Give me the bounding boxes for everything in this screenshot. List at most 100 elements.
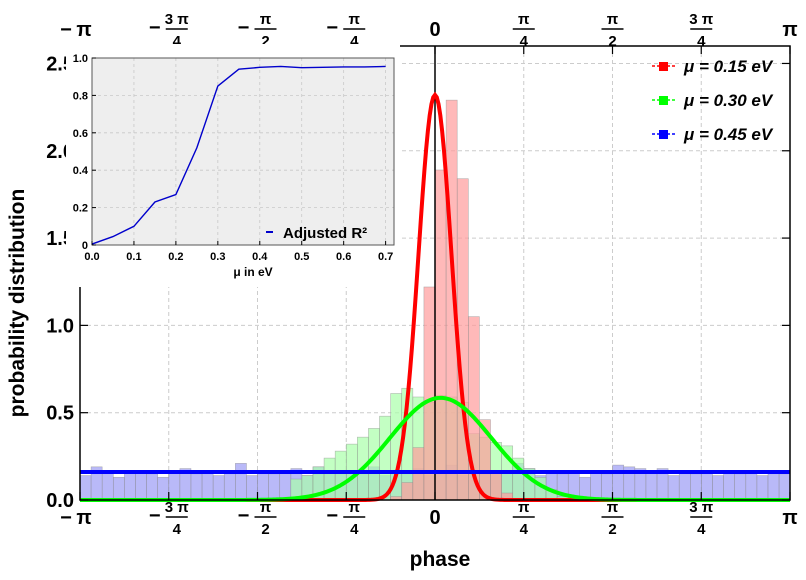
inset-x-tick-label: 0.2	[168, 251, 183, 263]
inset-x-tick-label: 0.7	[378, 251, 393, 263]
bottom-x-tick-label: π	[782, 507, 797, 529]
top-x-tick-label: − π 2	[238, 11, 277, 50]
main-legend: μ = 0.15 eV μ = 0.30 eV μ = 0.45 eV	[652, 57, 774, 144]
inset-x-tick-label: 0.4	[252, 251, 268, 263]
histogram-bar	[701, 470, 713, 501]
tick-sign: −	[60, 507, 72, 529]
histogram-bar	[423, 286, 436, 501]
tick-sign: −	[60, 19, 72, 41]
y-tick-label: 0.0	[46, 490, 74, 512]
histogram-bar	[712, 475, 724, 501]
tick-denominator: 2	[261, 33, 269, 50]
histogram-bar	[745, 470, 758, 501]
tick-denominator: 4	[520, 521, 529, 538]
x-axis-title: phase	[410, 548, 471, 571]
tick-numerator: π	[349, 499, 361, 516]
legend-label: μ = 0.15 eV	[683, 57, 774, 76]
tick-numerator: π	[518, 11, 530, 28]
histogram-bar	[101, 471, 114, 501]
bottom-x-tick-label: −3 π 4	[149, 499, 189, 538]
histogram-bar	[268, 473, 281, 501]
legend-swatch-marker	[659, 130, 668, 139]
tick-denominator: 4	[697, 521, 706, 538]
inset-y-tick-label: 0.6	[73, 128, 88, 140]
tick-sign: −	[149, 505, 161, 527]
legend-swatch-marker	[659, 62, 668, 71]
tick-sign: −	[326, 17, 338, 39]
top-x-tick-label: − π 4	[326, 11, 366, 50]
histogram-bar	[246, 475, 258, 501]
top-x-tick-label: − π	[60, 19, 92, 41]
y-tick-label: 0.5	[46, 403, 74, 425]
histogram-bar	[146, 473, 158, 501]
inset-frame	[91, 57, 395, 246]
tick-denominator: 2	[608, 521, 616, 538]
tick-numerator: 3 π	[689, 11, 714, 28]
histogram-bar	[235, 463, 247, 501]
histogram-bar	[124, 470, 136, 501]
histogram-bar	[690, 473, 702, 501]
tick-sign: −	[149, 17, 161, 39]
inset-x-tick-label: 0.0	[84, 251, 99, 263]
tick-numerator: π	[260, 11, 272, 28]
histogram-bar	[257, 470, 269, 501]
top-x-tick-label: 3 π4	[689, 11, 714, 50]
histogram-bar	[401, 482, 414, 501]
tick-numerator: π	[349, 11, 361, 28]
bottom-x-tick-label: − π 4	[326, 499, 366, 538]
histogram-bar	[434, 169, 447, 501]
inset-x-tick-label: 0.3	[210, 251, 225, 263]
histogram-bar	[645, 471, 658, 501]
tick-denominator: 2	[261, 521, 269, 538]
bottom-x-tick-label: 3 π4	[689, 499, 714, 538]
histogram-bar	[667, 475, 680, 501]
tick-denominator: 4	[173, 521, 182, 538]
tick-denominator: 4	[350, 521, 359, 538]
tick-sign: −	[326, 505, 338, 527]
bottom-x-tick-label: π4	[512, 499, 535, 538]
tick-numerator: π	[607, 499, 619, 516]
tick-text: 0	[429, 507, 440, 529]
histogram-bar	[678, 471, 691, 501]
histogram-bar	[601, 473, 613, 501]
histogram-bar	[379, 415, 391, 501]
inset-y-tick-label: 0.4	[73, 165, 89, 177]
histogram-bar	[279, 471, 292, 501]
top-x-tick-label: −3 π 4	[149, 11, 189, 50]
tick-numerator: π	[518, 499, 530, 516]
tick-numerator: 3 π	[165, 499, 190, 516]
inset-y-tick-label: 1.0	[73, 53, 88, 65]
histogram-bar	[368, 428, 380, 501]
histogram-bar	[79, 475, 92, 501]
tick-text: π	[76, 19, 91, 41]
histogram-bar	[734, 473, 747, 501]
tick-numerator: 3 π	[689, 499, 714, 516]
inset-line-series	[91, 65, 386, 245]
histogram-bar	[201, 470, 214, 501]
tick-denominator: 2	[608, 33, 616, 50]
legend-swatch-marker	[659, 96, 668, 105]
tick-denominator: 4	[697, 33, 706, 50]
histogram-bar	[723, 471, 735, 501]
top-x-tick-label: 0	[429, 19, 440, 41]
tick-denominator: 4	[350, 33, 359, 50]
tick-numerator: 3 π	[165, 11, 190, 28]
top-x-tick-label: π2	[601, 11, 624, 50]
inset-x-tick-label: 0.1	[126, 251, 141, 263]
histogram-bar	[112, 476, 125, 501]
inset-legend: Adjusted R²	[266, 225, 367, 242]
tick-denominator: 4	[520, 33, 529, 50]
inset-y-tick-label: 0	[82, 240, 88, 252]
histogram-bar	[223, 471, 236, 501]
y-tick-label: 1.0	[46, 315, 74, 337]
histogram-bar	[334, 450, 347, 501]
tick-text: 0	[429, 19, 440, 41]
tick-denominator: 4	[173, 33, 182, 50]
inset-y-tick-label: 0.8	[73, 90, 88, 102]
tick-sign: −	[238, 17, 250, 39]
bottom-x-tick-label: − π	[60, 507, 92, 529]
histogram-bar	[767, 471, 780, 501]
histogram-bar	[157, 476, 170, 501]
histogram-bar	[190, 473, 203, 501]
